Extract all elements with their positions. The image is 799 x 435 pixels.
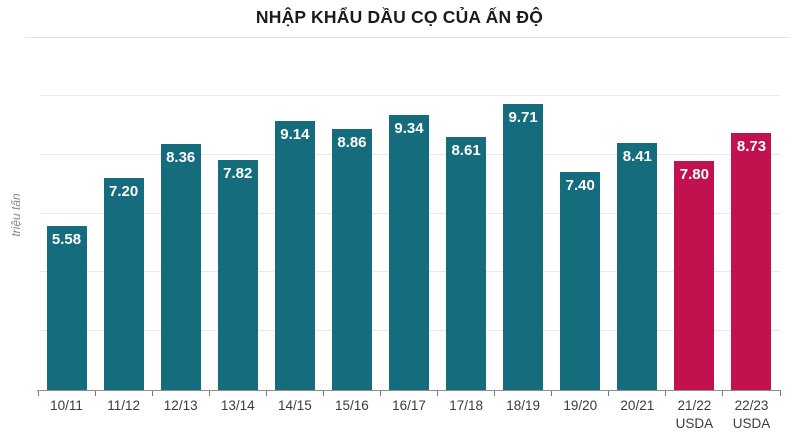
bar-slot-11/12: 7.20 (95, 37, 152, 390)
bar-11/12: 7.20 (103, 178, 144, 390)
bar-18/19: 9.71 (503, 104, 544, 390)
gridline-10 (40, 94, 780, 96)
bar-value-label: 9.34 (394, 120, 424, 138)
x-axis-tick (608, 391, 610, 396)
bar-slot-10/11: 5.58 (38, 37, 95, 390)
x-axis-tick (379, 391, 381, 396)
x-axis-label-text: 20/21 (620, 398, 655, 413)
bar-slot-14/15: 9.14 (266, 37, 323, 390)
x-axis-label-text: 13/14 (220, 398, 255, 413)
x-axis-label-20/21: 20/21 (609, 397, 666, 433)
x-axis-sublabel-text: USDA (675, 416, 714, 431)
x-axis-label-text: 12/13 (163, 398, 198, 413)
x-axis-label-text: 14/15 (277, 398, 312, 413)
x-axis-label-19/20: 19/20 (552, 397, 609, 433)
bar-value-label: 9.14 (280, 126, 310, 144)
x-axis-label-12/13: 12/13 (152, 397, 209, 433)
x-axis-label-text: 15/16 (335, 398, 369, 413)
x-axis-label-21/22: 21/22 USDA (666, 397, 723, 433)
x-axis-line (37, 390, 781, 391)
x-axis-label-text: 16/17 (392, 398, 426, 413)
bar-value-label: 7.40 (565, 177, 595, 195)
x-axis-label-22/23: 22/23 USDA (723, 397, 780, 433)
x-axis-label-text: 21/22 (677, 398, 712, 413)
bar-value-label: 7.20 (109, 183, 139, 201)
bar-slot-21/22: 7.80 (666, 37, 723, 390)
bar-22/23: 8.73 (731, 133, 772, 390)
x-axis-label-17/18: 17/18 (438, 397, 495, 433)
x-axis-label-10/11: 10/11 (38, 397, 95, 433)
x-axis-label-text: 22/23 (734, 398, 769, 413)
bar-value-label: 8.61 (451, 141, 481, 159)
bar-value-label: 8.36 (166, 149, 196, 167)
bar-value-label: 9.71 (508, 109, 538, 127)
x-axis-tick (322, 391, 324, 396)
bar-value-label: 5.58 (51, 230, 82, 248)
bar-16/17: 9.34 (389, 115, 429, 390)
bar-15/16: 8.86 (331, 129, 372, 390)
x-axis-tick (722, 391, 724, 396)
x-axis-label-13/14: 13/14 (209, 397, 266, 433)
x-axis-label-16/17: 16/17 (380, 397, 437, 433)
plot-area: 5.58 7.20 8.36 7.82 9.14 8.86 9.34 8.61 9.71 7.40… (37, 37, 781, 396)
bar-slot-18/19: 9.71 (495, 37, 552, 390)
bar-value-label: 7.80 (679, 165, 709, 183)
x-axis-tick (151, 391, 153, 396)
x-axis-label-18/19: 18/19 (495, 397, 552, 433)
bar-value-label: 8.86 (337, 134, 367, 152)
x-axis-tick (437, 391, 439, 396)
x-axis-tick (208, 391, 210, 396)
bar-20/21: 8.41 (617, 142, 658, 390)
bar-17/18: 8.61 (446, 136, 487, 390)
bar-19/20: 7.40 (560, 172, 601, 390)
chart-title: NHẬP KHẨU DẦU CỌ CỦA ẤN ĐỘ (255, 7, 544, 27)
bar-13/14: 7.82 (217, 159, 258, 390)
x-axis-label-text: 18/19 (506, 398, 541, 413)
bar-12/13: 8.36 (160, 144, 201, 390)
bar-value-label: 8.41 (622, 147, 652, 165)
x-axis-tick (265, 391, 267, 396)
bar-slot-17/18: 8.61 (438, 37, 495, 390)
bar-10/11: 5.58 (46, 225, 87, 390)
x-axis-label-14/15: 14/15 (266, 397, 323, 433)
x-axis-label-text: 19/20 (563, 398, 598, 413)
x-axis-label-15/16: 15/16 (323, 397, 380, 433)
x-axis-tick (37, 391, 39, 396)
x-axis-tick (494, 391, 496, 396)
bars-row: 5.58 7.20 8.36 7.82 9.14 8.86 9.34 8.61 9.71 7.40… (38, 37, 780, 390)
bar-slot-22/23: 8.73 (723, 37, 780, 390)
x-axis-tick (551, 391, 553, 396)
plot-top-border (25, 37, 790, 38)
bar-value-label: 8.73 (736, 138, 767, 156)
bar-slot-19/20: 7.40 (552, 37, 609, 390)
y-axis-title-text: triệu tấn (9, 193, 23, 237)
bar-slot-13/14: 7.82 (209, 37, 266, 390)
bar-slot-20/21: 8.41 (609, 37, 666, 390)
bar-slot-16/17: 9.34 (380, 37, 437, 390)
bar-value-label: 7.82 (223, 164, 253, 182)
x-axis-label-11/12: 11/12 (95, 397, 152, 433)
bar-14/15: 9.14 (274, 121, 315, 390)
x-axis-label-text: 10/11 (50, 398, 83, 413)
bar-slot-12/13: 8.36 (152, 37, 209, 390)
x-axis-tick (94, 391, 96, 396)
bar-21/22: 7.80 (674, 160, 715, 390)
x-axis-tick (779, 391, 781, 396)
x-axis-labels: 10/11 11/12 12/13 13/14 14/15 15/16 16/17 17/18… (38, 397, 780, 433)
x-axis-label-text: 11/12 (107, 398, 140, 413)
x-axis-sublabel-text: USDA (732, 416, 771, 431)
x-axis-tick (665, 391, 667, 396)
bar-slot-15/16: 8.86 (323, 37, 380, 390)
x-axis-label-text: 17/18 (449, 398, 483, 413)
